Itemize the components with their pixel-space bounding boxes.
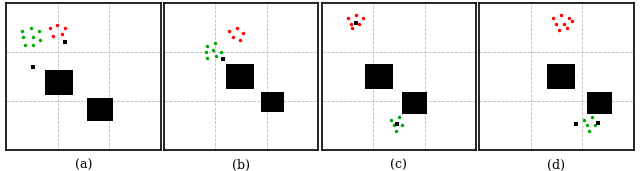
Bar: [402, 92, 427, 114]
Text: (d): (d): [547, 159, 565, 171]
Bar: [226, 64, 253, 89]
Bar: [261, 92, 284, 112]
Bar: [588, 92, 612, 114]
Bar: [547, 64, 575, 89]
Bar: [365, 64, 392, 89]
Text: (a): (a): [75, 159, 92, 171]
Text: (c): (c): [390, 159, 407, 171]
Text: (b): (b): [232, 159, 250, 171]
Bar: [86, 97, 113, 121]
Bar: [45, 70, 73, 95]
